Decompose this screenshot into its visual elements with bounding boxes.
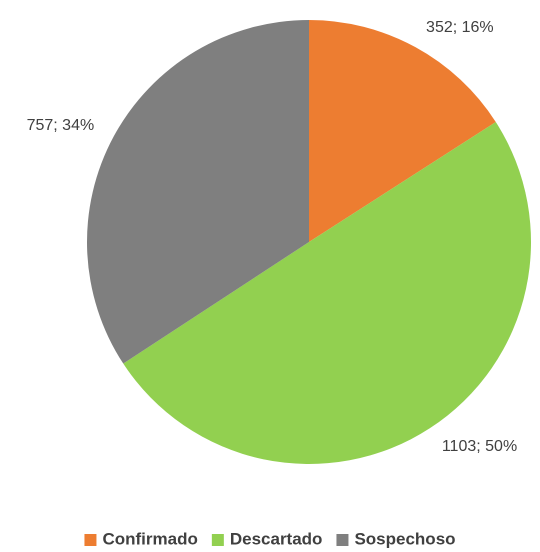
legend-label: Sospechoso — [354, 529, 455, 548]
data-label: 352; 16% — [426, 19, 494, 36]
legend-swatch — [84, 534, 97, 546]
pie-slice — [123, 122, 532, 465]
data-label: 757; 34% — [27, 117, 95, 134]
pie-slice — [309, 20, 496, 242]
legend-swatch — [336, 534, 349, 546]
legend-swatch — [211, 534, 224, 546]
legend-label: Confirmado — [102, 529, 197, 548]
data-label: 1103; 50% — [442, 438, 517, 455]
pie-slice — [87, 20, 309, 364]
legend-label: Descartado — [230, 529, 323, 548]
